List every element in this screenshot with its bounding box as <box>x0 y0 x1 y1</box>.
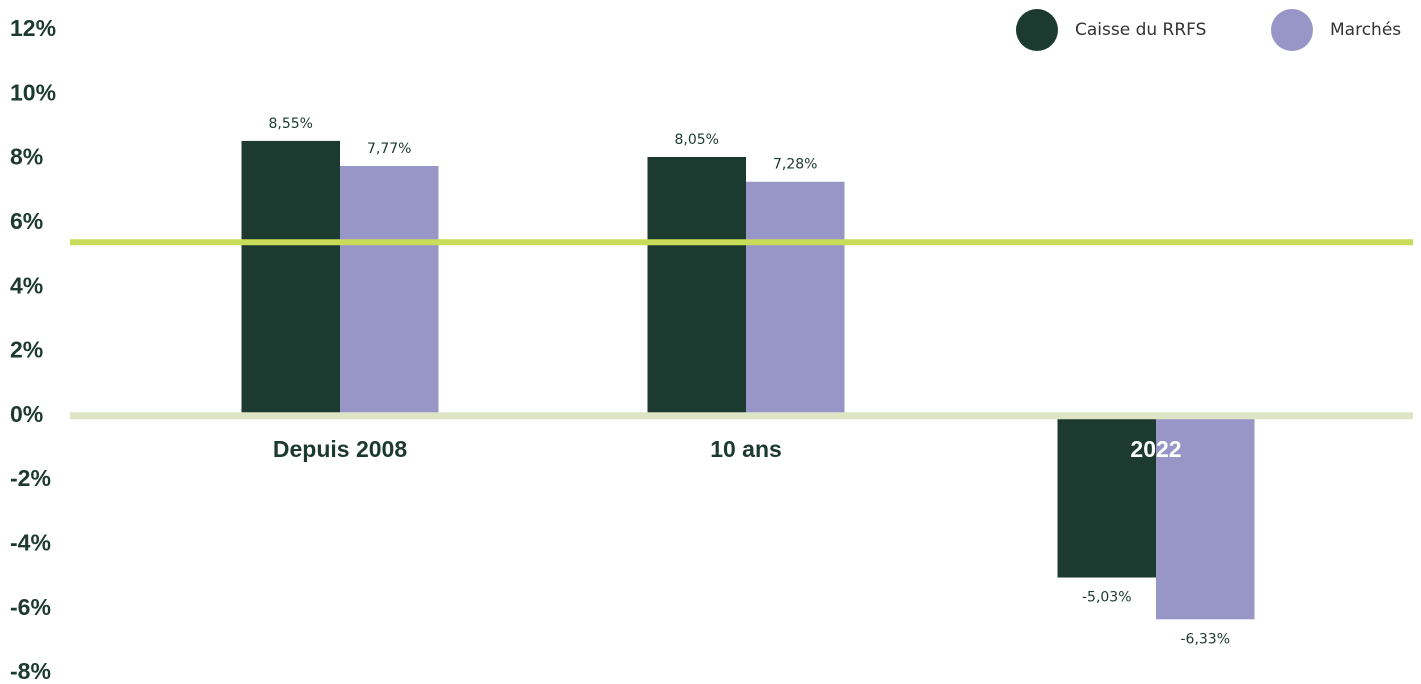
y-tick-label: 4% <box>10 272 43 298</box>
legend-swatch <box>1016 9 1058 51</box>
data-label: 8,05% <box>675 132 719 148</box>
y-tick-label: 0% <box>10 401 43 427</box>
category-label: 2022 <box>1130 436 1181 462</box>
y-tick-label: 10% <box>10 79 56 105</box>
bar-caisse <box>1057 415 1156 578</box>
data-label: 7,28% <box>773 157 817 173</box>
category-label: 10 ans <box>710 436 782 462</box>
data-label: -6,33% <box>1180 631 1230 647</box>
y-tick-label: -6% <box>10 594 51 620</box>
y-tick-label: 2% <box>10 337 43 363</box>
bar-caisse <box>647 156 746 416</box>
y-tick-label: 12% <box>10 15 56 41</box>
bar-marches <box>746 181 845 416</box>
y-tick-label: 6% <box>10 208 43 234</box>
category-label: Depuis 2008 <box>273 436 407 462</box>
y-tick-label: 8% <box>10 144 43 170</box>
bar-marches <box>340 165 439 416</box>
legend-swatch <box>1271 9 1313 51</box>
legend-label: Caisse du RRFS <box>1075 20 1206 40</box>
y-tick-label: -8% <box>10 658 51 684</box>
y-tick-label: -2% <box>10 465 51 491</box>
data-label: 8,55% <box>269 116 313 132</box>
data-label: -5,03% <box>1082 590 1132 606</box>
bar-caisse <box>241 140 340 416</box>
legend-label: Marchés <box>1330 20 1401 40</box>
bar-marches <box>1156 415 1255 620</box>
data-label: 7,77% <box>367 141 411 157</box>
y-tick-label: -4% <box>10 529 51 555</box>
